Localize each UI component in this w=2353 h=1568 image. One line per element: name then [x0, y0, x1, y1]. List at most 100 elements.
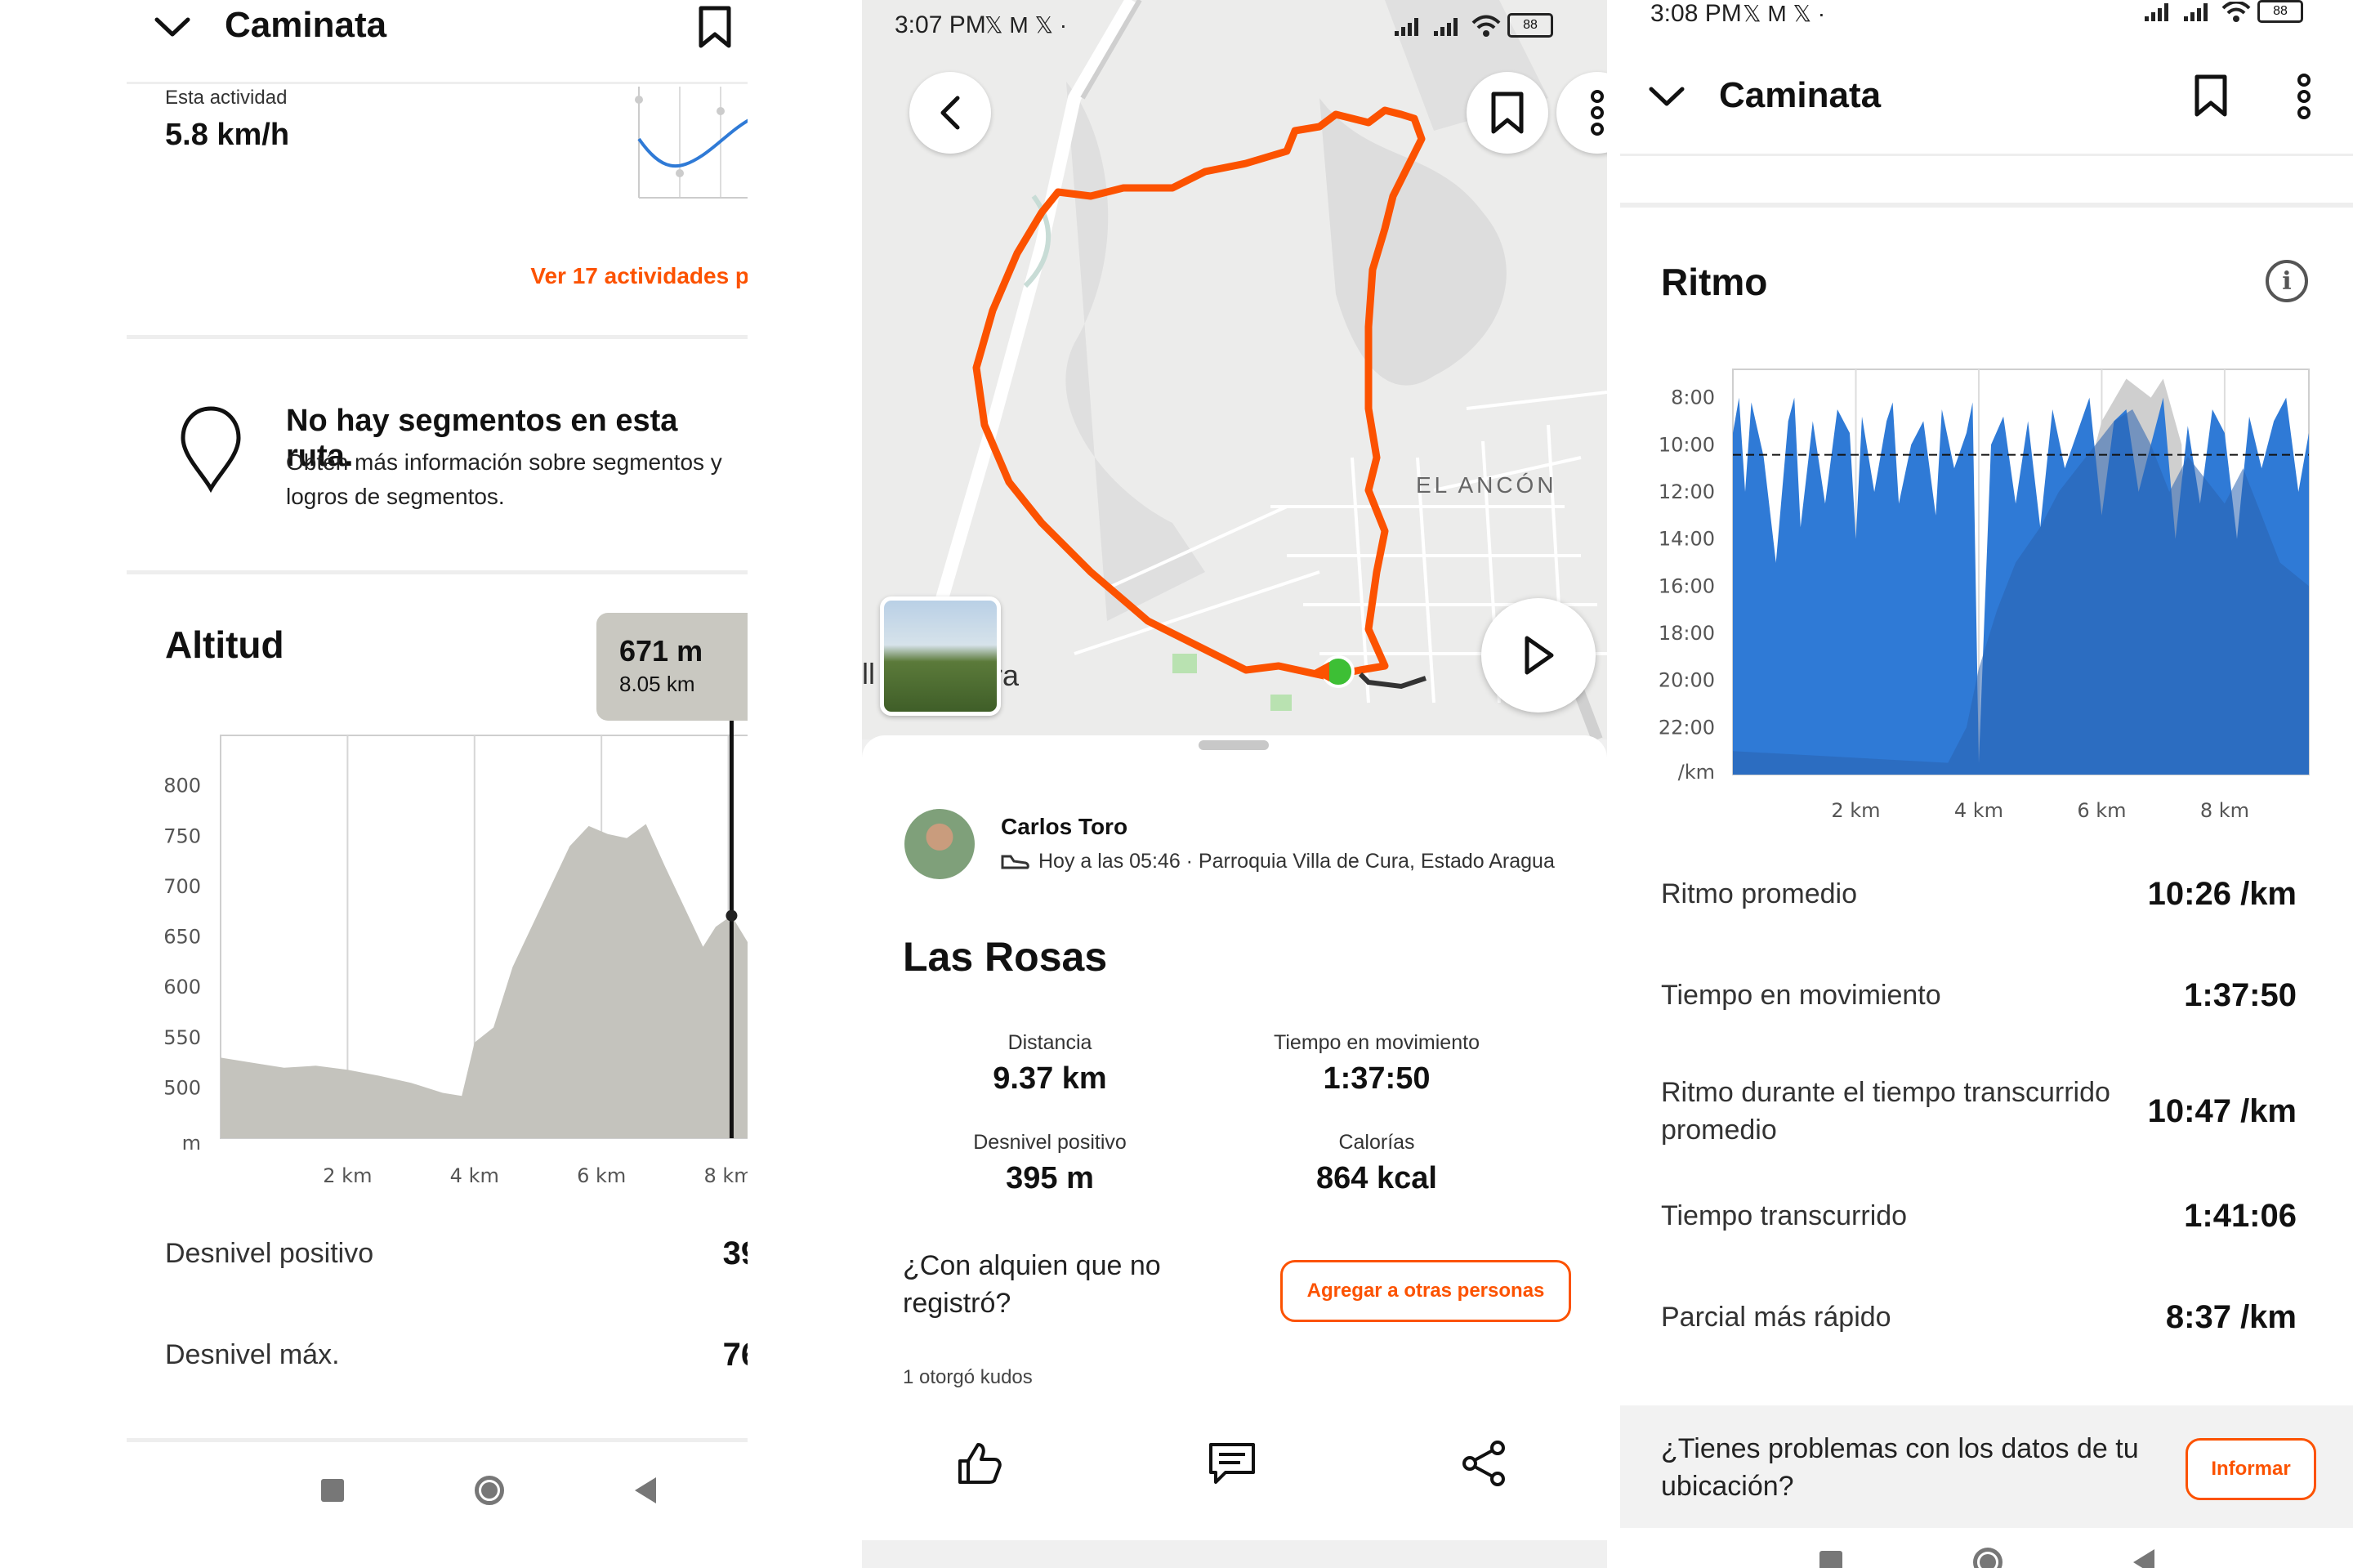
bookmark-button[interactable]: [1467, 72, 1548, 154]
pace-chart[interactable]: 8:00 10:00 12:00 14:00 16:00 18:00 20:00 22:00 /…: [1620, 351, 2353, 833]
stat-label: Desnivel máx.: [165, 1339, 340, 1370]
stat-label: Distancia: [1007, 1031, 1092, 1054]
x-tick-label: 2 km: [323, 1164, 372, 1187]
status-signal-icons: 88: [1393, 13, 1553, 38]
activity-meta: Hoy a las 05:46 · Parroquia Villa de Cur…: [1038, 850, 1555, 873]
stat-value: 395 m: [1006, 1161, 1094, 1195]
stat-value: 764 m: [722, 1337, 748, 1373]
stat-value: 395 m: [722, 1235, 748, 1271]
page-title: Caminata: [1719, 75, 1882, 115]
y-tick-label: 12:00: [1659, 480, 1715, 503]
back-button[interactable]: [2132, 1549, 2154, 1568]
location-pin-icon: [181, 406, 241, 494]
stat-row: Tiempo en movimiento 1:37:50: [1661, 977, 2297, 1014]
tag-question-2: registró?: [903, 1288, 1011, 1319]
similar-activities-link[interactable]: Ver 17 actividades parejas: [530, 263, 748, 288]
segments-description-1: Obtén más información sobre segmentos y: [286, 449, 722, 475]
page-title: Caminata: [225, 5, 387, 45]
signal-icon: [1395, 18, 1418, 36]
comment-icon[interactable]: [1208, 1440, 1257, 1487]
stat-value: 1:37:50: [1323, 1061, 1431, 1096]
stat-elevation: Desnivel positivo 395 m: [927, 1131, 1172, 1196]
stat-label: Calorías: [1338, 1131, 1415, 1154]
stat-row: Ritmo durante el tiempo transcurrido prom…: [1661, 1074, 2297, 1149]
activity-summary-panel: EL ANCÓN ll ra 3:07 PM 𝕏 M 𝕏 · 88 Carlos…: [862, 0, 1607, 1568]
more-options-icon: [1591, 90, 1604, 136]
x-tick-label: 6 km: [2077, 799, 2126, 822]
map-place-label: EL ANCÓN: [1416, 472, 1557, 498]
x-tick-label: 2 km: [1831, 799, 1880, 822]
stat-label: Tiempo transcurrido: [1661, 1200, 1908, 1231]
recent-apps-button[interactable]: [1819, 1551, 1842, 1568]
y-tick-label: 16:00: [1659, 574, 1715, 597]
stat-label-line-1: Ritmo durante el tiempo transcurrido: [1661, 1077, 2110, 1108]
x-tick-label: 8 km: [2200, 799, 2249, 822]
signal-icon: [2145, 3, 2168, 21]
home-button[interactable]: [1972, 1548, 2003, 1568]
back-button[interactable]: [634, 1477, 656, 1503]
x-tick-label: 4 km: [450, 1164, 499, 1187]
stat-value: 1:37:50: [2184, 977, 2297, 1013]
divider: [127, 82, 748, 84]
stat-calories: Calorías 864 kcal: [1213, 1131, 1540, 1196]
stat-value: 10:47 /km: [2147, 1092, 2297, 1129]
no-segments-title: No hay segmentos en esta ruta.: [286, 404, 678, 473]
bookmark-icon: [1491, 92, 1524, 134]
play-flyover-button[interactable]: [1481, 598, 1596, 713]
y-tick-label: 500: [163, 1076, 201, 1099]
stat-row: Ritmo promedio 10:26 /km: [1661, 876, 2297, 913]
info-icon[interactable]: i: [2266, 260, 2308, 302]
sheet-handle[interactable]: [1199, 740, 1269, 750]
play-icon: [1525, 636, 1554, 675]
stat-label: Desnivel positivo: [973, 1131, 1127, 1154]
avatar[interactable]: [904, 809, 975, 879]
status-time: 3:08 PM: [1650, 0, 1742, 27]
pace-area-series: [1733, 409, 2309, 775]
back-button[interactable]: [909, 72, 991, 154]
athlete-name[interactable]: Carlos Toro: [1001, 814, 1128, 839]
x-tick-label: 8 km: [703, 1164, 748, 1187]
kudos-thumbs-up-icon[interactable]: [955, 1440, 1002, 1487]
bookmark-icon[interactable]: [696, 5, 734, 49]
stat-moving-time: Tiempo en movimiento 1:37:50: [1213, 1031, 1540, 1097]
altitude-area: [221, 824, 748, 1138]
status-time: 3:07 PM: [895, 11, 986, 38]
kudos-count[interactable]: 1 otorgó kudos: [903, 1366, 1033, 1388]
altitude-panel: Caminata Esta actividad 5.8 km/h Ver 17 …: [0, 0, 748, 1568]
add-others-button[interactable]: Agregar a otras personas: [1280, 1260, 1571, 1322]
stat-label: Ritmo promedio: [1661, 878, 1857, 909]
divider: [127, 335, 748, 339]
report-text-2: ubicación?: [1661, 1471, 1794, 1502]
altitude-chart[interactable]: 800 750 700 650 600 550 500 m 2 km 4 km 6 km 8 km: [155, 605, 748, 1193]
bookmark-icon[interactable]: [2192, 74, 2230, 118]
altitude-title: Altitud: [165, 623, 284, 666]
chevron-down-icon[interactable]: [1648, 84, 1685, 109]
stat-value: 8:37 /km: [2165, 1299, 2297, 1335]
battery-icon: 88: [1507, 13, 1553, 38]
y-tick-label: 700: [163, 875, 201, 898]
altitude-tooltip: 671 m 8.05 km: [596, 613, 748, 721]
status-signal-icons: 88: [2143, 0, 2303, 23]
y-axis-label: m: [182, 1132, 201, 1155]
more-options-icon[interactable]: [2293, 72, 2315, 121]
home-button[interactable]: [474, 1476, 504, 1505]
chevron-down-icon[interactable]: [154, 15, 191, 39]
speed-comparison-sparkline: [635, 87, 748, 199]
recent-apps-button[interactable]: [320, 1479, 344, 1502]
y-axis-label: /km: [1678, 761, 1715, 784]
report-button[interactable]: Informar: [2186, 1438, 2316, 1500]
x-tick-label: 4 km: [1954, 799, 2003, 822]
activity-photo-thumbnail[interactable]: [880, 596, 1001, 716]
signal-icon: [2184, 3, 2208, 21]
divider: [1620, 154, 2353, 156]
y-tick-label: 20:00: [1659, 669, 1715, 692]
y-tick-label: 550: [163, 1026, 201, 1049]
activity-speed-label: Esta actividad: [165, 87, 288, 109]
status-notification-icons: 𝕏 M 𝕏 ·: [1743, 1, 1826, 26]
activity-title: Las Rosas: [903, 934, 1108, 980]
share-icon[interactable]: [1460, 1440, 1507, 1487]
stat-label: Ritmo durante el tiempo transcurrido prom…: [1661, 1074, 2110, 1149]
x-tick-label: 6 km: [577, 1164, 626, 1187]
stat-row: Desnivel positivo 395 m: [165, 1235, 748, 1272]
divider: [127, 1438, 748, 1442]
